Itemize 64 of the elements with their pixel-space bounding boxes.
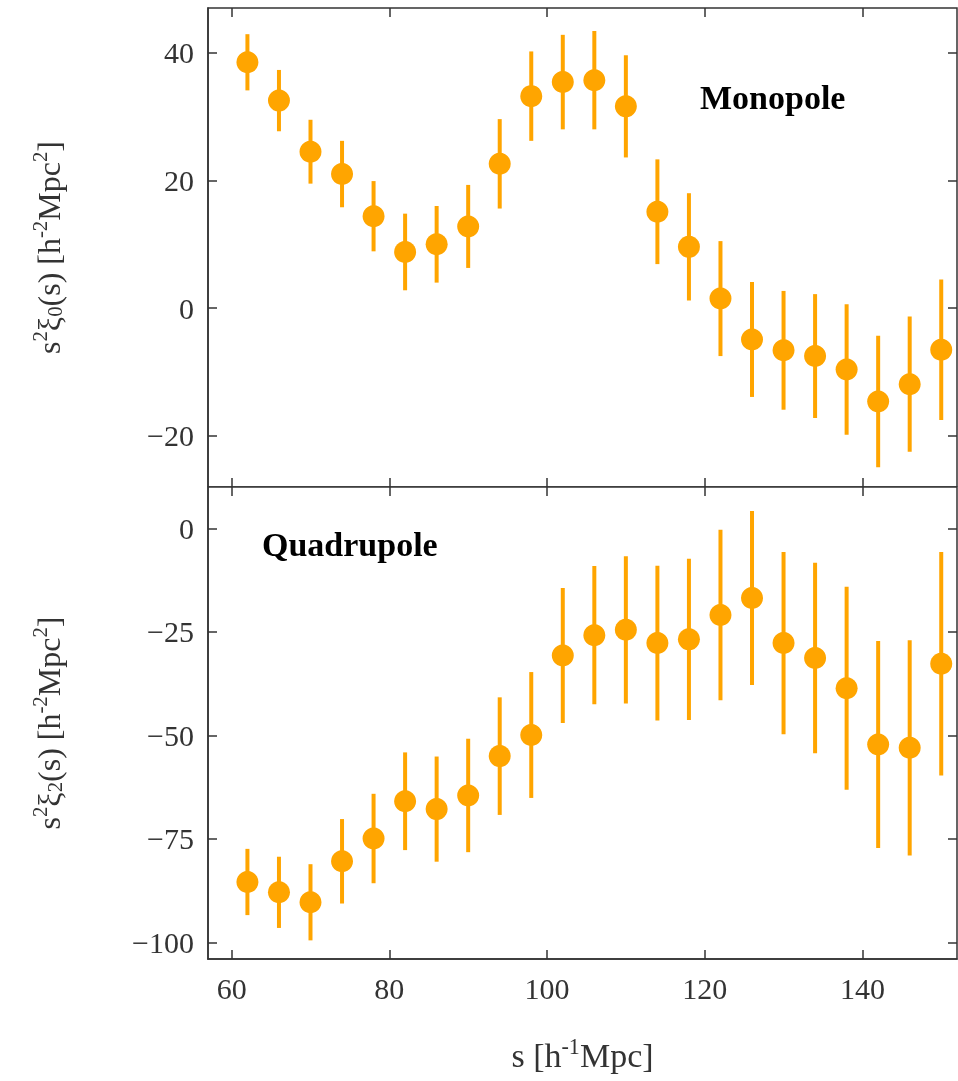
point xyxy=(331,163,354,186)
point xyxy=(898,736,921,759)
point xyxy=(583,69,606,92)
point xyxy=(394,790,417,813)
point xyxy=(362,205,385,228)
point xyxy=(362,827,385,850)
x-tick-label: 120 xyxy=(682,971,728,1005)
annotation: Quadrupole xyxy=(262,525,438,563)
point xyxy=(741,586,764,609)
point xyxy=(299,140,322,163)
point xyxy=(425,798,448,821)
x-tick-label: 60 xyxy=(216,971,247,1005)
y-tick-label: −25 xyxy=(147,615,194,649)
point xyxy=(646,200,669,223)
point xyxy=(930,338,953,361)
x-tick-label: 80 xyxy=(374,971,405,1005)
y-tick-label: 20 xyxy=(164,163,194,197)
point xyxy=(457,784,480,807)
point xyxy=(551,71,574,94)
point xyxy=(867,390,890,413)
point xyxy=(551,644,574,667)
y-tick-label: 0 xyxy=(179,291,194,325)
text: s2ξ0(s) [h-2Mpc2] xyxy=(28,141,67,354)
point xyxy=(741,328,764,351)
point xyxy=(804,345,827,368)
point xyxy=(614,95,637,118)
text: s2ξ2(s) [h-2Mpc2] xyxy=(28,616,67,830)
point xyxy=(772,632,795,655)
point xyxy=(488,745,511,768)
point xyxy=(898,373,921,396)
point xyxy=(835,358,858,381)
y-tick-label: −20 xyxy=(147,419,194,453)
point xyxy=(583,624,606,647)
point xyxy=(614,618,637,641)
point xyxy=(236,870,259,893)
x-tick-label: 140 xyxy=(839,971,885,1005)
y-tick-label: −50 xyxy=(147,718,194,752)
x-tick-label: 100 xyxy=(524,971,570,1005)
point xyxy=(677,628,700,651)
annotation: Monopole xyxy=(700,78,846,116)
point xyxy=(520,85,543,108)
point xyxy=(867,733,890,756)
point xyxy=(331,850,354,873)
y-tick-label: 0 xyxy=(179,511,194,545)
y-tick-label: 40 xyxy=(164,36,194,70)
point xyxy=(804,647,827,669)
point xyxy=(709,603,732,626)
point xyxy=(677,235,700,258)
point xyxy=(488,152,511,175)
point xyxy=(930,652,953,675)
point xyxy=(425,233,448,256)
point xyxy=(835,677,858,700)
point xyxy=(299,891,322,914)
point xyxy=(394,240,417,263)
point xyxy=(267,89,290,112)
point xyxy=(457,215,480,238)
point xyxy=(709,287,732,310)
point xyxy=(520,724,543,746)
point xyxy=(267,881,290,904)
point xyxy=(772,339,795,362)
y-tick-label: −75 xyxy=(147,822,194,856)
point xyxy=(236,51,259,74)
y-tick-label: −100 xyxy=(132,925,194,959)
point xyxy=(646,632,669,655)
